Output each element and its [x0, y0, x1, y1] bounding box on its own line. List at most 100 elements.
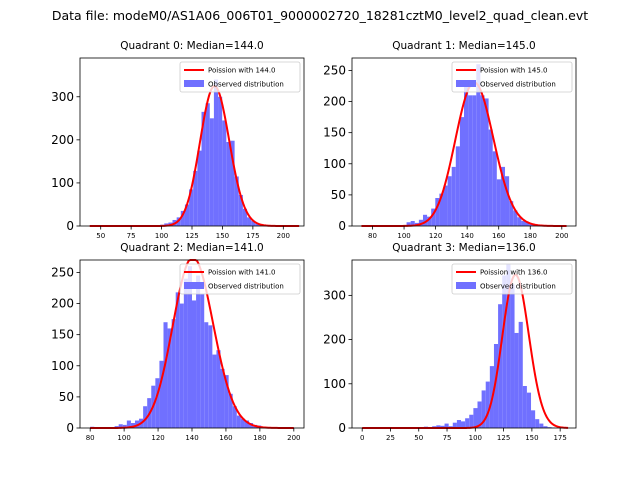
y-tick-label: 0 [66, 421, 74, 435]
figure-suptitle: Data file: modeM0/AS1A06_006T01_90000027… [52, 8, 588, 23]
x-tick-label: 75 [443, 434, 452, 442]
histogram-bar [200, 294, 205, 428]
x-tick-label: 160 [219, 434, 232, 442]
histogram-bar [498, 304, 503, 428]
histogram-bar [193, 170, 198, 226]
x-tick-label: 160 [492, 232, 505, 240]
histogram-bar [510, 284, 515, 428]
y-tick-label: 200 [51, 133, 74, 147]
panel-title: Quadrant 2: Median=141.0 [120, 242, 263, 254]
x-tick-label: 175 [553, 434, 566, 442]
histogram-bar [234, 176, 239, 226]
histogram-bar [492, 151, 497, 226]
histogram-bar [255, 223, 260, 226]
histogram-bar [163, 322, 168, 428]
histogram-bar [476, 64, 481, 226]
histogram-bar [529, 224, 534, 226]
histogram-bar [427, 216, 432, 226]
histogram-bar [525, 222, 530, 226]
panel-title: Quadrant 0: Median=144.0 [120, 40, 263, 52]
histogram-bar [167, 328, 172, 428]
histogram-bar [201, 111, 206, 226]
histogram-bar [469, 414, 474, 428]
x-tick-label: 100 [117, 434, 130, 442]
legend-observed-label: Observed distribution [480, 81, 556, 89]
histogram-bar [506, 264, 511, 428]
panel-quadrant-0: Quadrant 0: Median=144.0 0 100 200 300 50 75 1… [51, 40, 305, 240]
histogram-bar [406, 222, 411, 226]
histogram-bar [197, 150, 202, 226]
x-tick-label: 25 [386, 434, 395, 442]
histogram-bar [547, 427, 552, 428]
histogram-bar [451, 166, 456, 226]
histogram-bar [251, 220, 256, 226]
histogram-bar [447, 176, 452, 226]
histogram-bar [522, 386, 527, 428]
histogram-bar [192, 300, 197, 428]
histogram-bar [410, 221, 415, 226]
histogram-bar [143, 406, 148, 428]
panel-title: Quadrant 3: Median=136.0 [392, 242, 535, 254]
y-tick-label: 150 [323, 126, 346, 140]
histogram-bar [226, 142, 231, 226]
histogram-bar [218, 96, 223, 227]
histogram-bar [242, 208, 248, 226]
histogram-bar [444, 423, 449, 428]
histogram-bar [130, 423, 135, 428]
axes-frame [351, 57, 577, 227]
y-tick-label: 200 [51, 297, 74, 311]
y-tick-label: 100 [323, 377, 346, 391]
histogram-bar [216, 350, 221, 428]
histogram-bar [247, 217, 252, 226]
histogram-bar [543, 426, 548, 428]
histogram-bar [155, 378, 160, 428]
x-tick-label: 100 [397, 232, 410, 240]
legend-poisson-label: Poission with 141.0 [208, 269, 276, 277]
histogram-bar [496, 179, 501, 226]
histogram-bar [122, 424, 127, 428]
legend-bar-swatch [456, 282, 476, 289]
legend-observed-label: Observed distribution [480, 283, 556, 291]
histogram-bar [212, 354, 217, 428]
legend-box [179, 61, 301, 93]
x-tick-label: 75 [127, 232, 136, 240]
x-tick-label: 50 [414, 434, 423, 442]
histogram-bar [456, 420, 462, 428]
histogram-bar [230, 140, 235, 226]
histogram-bar [436, 425, 441, 428]
poisson-curve [362, 273, 569, 429]
histogram-bar [184, 204, 190, 226]
x-tick-label: 180 [524, 232, 537, 240]
histogram-bar [452, 422, 457, 428]
histogram-bar [465, 418, 470, 428]
x-tick-label: 80 [368, 232, 377, 240]
histogram-bar [126, 420, 131, 428]
x-tick-label: 140 [460, 232, 473, 240]
histogram-bar [514, 332, 519, 428]
histogram-bar [539, 423, 544, 428]
histogram-bar [213, 79, 219, 226]
x-tick-label: 0 [360, 434, 364, 442]
y-tick-label: 200 [323, 95, 346, 109]
x-tick-label: 150 [216, 232, 229, 240]
histogram-bar [502, 275, 507, 428]
y-tick-label: 0 [338, 421, 346, 435]
histogram-bar [189, 189, 194, 226]
histogram-bar [468, 95, 473, 226]
x-tick-label: 150 [525, 434, 538, 442]
y-tick-label: 0 [66, 219, 74, 233]
histogram-bar [205, 103, 210, 226]
x-tick-label: 120 [429, 232, 442, 240]
legend-box [179, 263, 301, 295]
histogram-bar [480, 95, 485, 226]
x-tick-label: 125 [497, 434, 510, 442]
legend-bar-swatch [184, 80, 204, 87]
y-tick-label: 100 [323, 157, 346, 171]
histogram-bar [531, 410, 536, 428]
histogram-bar [484, 98, 489, 226]
y-tick-label: 0 [338, 219, 346, 233]
legend-bar-swatch [456, 80, 476, 87]
histogram-bar [238, 194, 243, 226]
histogram-bar [505, 176, 510, 226]
